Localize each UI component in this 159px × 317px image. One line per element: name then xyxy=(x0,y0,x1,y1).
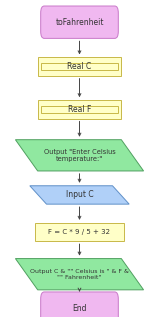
Text: Real F: Real F xyxy=(68,105,91,114)
FancyBboxPatch shape xyxy=(41,292,118,317)
Text: Real C: Real C xyxy=(67,62,92,71)
Bar xyxy=(38,100,121,119)
FancyBboxPatch shape xyxy=(41,6,118,38)
Text: Input C: Input C xyxy=(66,191,93,199)
Text: Output C & "" Celsius is " & F &
"" Fahrenheit": Output C & "" Celsius is " & F & "" Fahr… xyxy=(30,268,129,280)
Text: Output "Enter Celsius
temperature:": Output "Enter Celsius temperature:" xyxy=(44,149,115,162)
Polygon shape xyxy=(15,140,144,171)
Text: toFahrenheit: toFahrenheit xyxy=(55,18,104,27)
Bar xyxy=(41,63,118,70)
Polygon shape xyxy=(30,186,129,204)
Bar xyxy=(38,57,121,76)
Bar xyxy=(35,223,124,241)
Polygon shape xyxy=(15,259,144,290)
Text: F = C * 9 / 5 + 32: F = C * 9 / 5 + 32 xyxy=(48,229,111,235)
Bar xyxy=(41,106,118,113)
Text: End: End xyxy=(72,304,87,313)
